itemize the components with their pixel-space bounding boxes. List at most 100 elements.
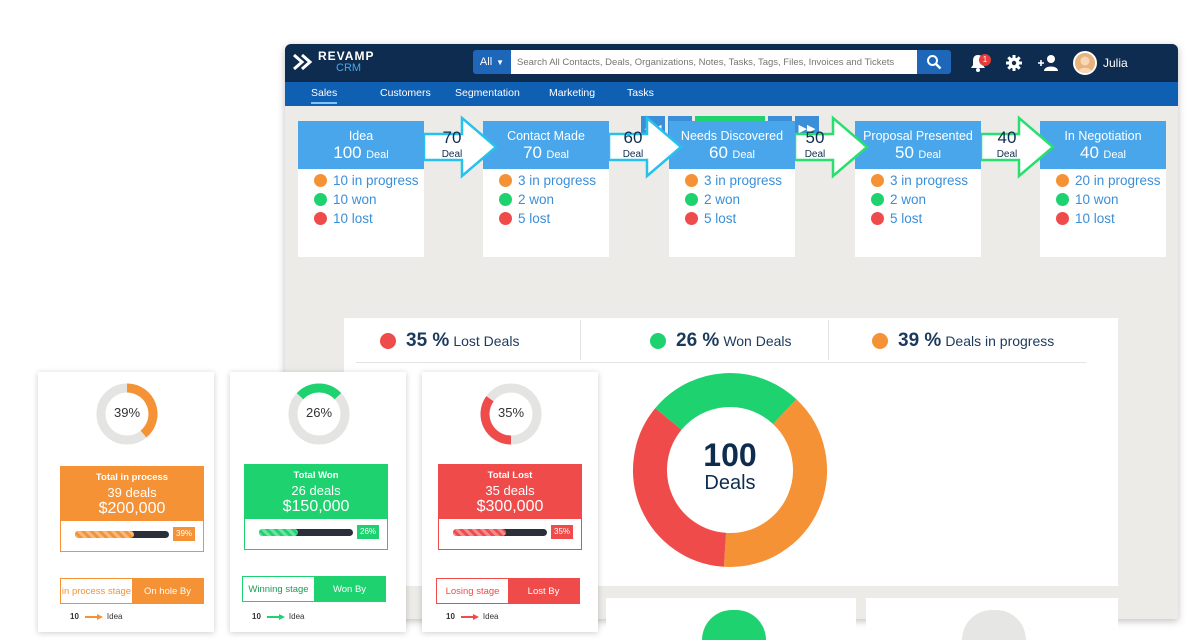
won-dot (650, 333, 666, 349)
nav-segmentation[interactable]: Segmentation (455, 87, 520, 99)
stage-unit: Deal (918, 149, 941, 161)
won-text: 2 won (890, 192, 927, 207)
arrow-right-icon (266, 613, 285, 620)
stage-tabs: Winning stage Won By (242, 576, 386, 602)
in-progress-text: 20 in progress (1075, 173, 1161, 188)
logo[interactable]: REVAMP CRM (291, 50, 374, 74)
divider (580, 320, 581, 360)
divider (356, 362, 1086, 363)
logo-icon (293, 53, 313, 71)
in-progress-dot (872, 333, 888, 349)
bottom-card (606, 598, 856, 640)
summary-pct: 26 % (676, 330, 720, 351)
stage-contact-made[interactable]: Contact Made 70 Deal 3 in progress 2 won… (483, 121, 609, 257)
stage-in-negotiation[interactable]: In Negotiation 40 Deal 20 in progress 10… (1040, 121, 1166, 257)
total-box: Total Won 26 deals $150,000 26% (244, 464, 388, 550)
tab-stage[interactable]: in process stage (61, 585, 132, 597)
mini-donut-pct: 26% (305, 405, 333, 420)
top-bar: REVAMP CRM All ▼ 1 (285, 44, 1178, 82)
deals-donut-chart: 100 Deals (632, 372, 828, 568)
search-category-select[interactable]: All ▼ (473, 50, 511, 74)
lost-dot (314, 212, 327, 225)
search-icon (927, 55, 942, 70)
in-progress-dot (499, 174, 512, 187)
stage-needs-discovered[interactable]: Needs Discovered 60 Deal 3 in progress 2… (669, 121, 795, 257)
search-input[interactable] (511, 50, 917, 74)
tab-by[interactable]: Lost By (508, 579, 579, 603)
arrow-right-icon (84, 613, 103, 620)
stage-name: Proposal Presented (863, 129, 973, 143)
lost-dot (380, 333, 396, 349)
mini-donut-value (480, 396, 512, 445)
transition-arrow: 50 Deal (793, 114, 869, 180)
won-card[interactable]: 26% Total Won 26 deals $150,000 26% Winn… (230, 372, 406, 632)
in-progress-text: 3 in progress (518, 173, 597, 188)
logo-name: REVAMP (318, 49, 375, 63)
progress-fill (75, 531, 134, 538)
nav-sales[interactable]: Sales (311, 87, 338, 104)
total-title: Total Lost (487, 470, 533, 481)
in-progress-dot (685, 174, 698, 187)
mini-donut-pct: 35% (497, 405, 525, 420)
tab-by[interactable]: Won By (314, 577, 385, 601)
lost-card[interactable]: 35% Total Lost 35 deals $300,000 35% Los… (422, 372, 598, 632)
transition-arrow: 40 Deal (979, 114, 1055, 180)
arrow-right-icon (460, 613, 479, 620)
summary-lost: 35 % Lost Deals (380, 330, 519, 352)
in-process-card[interactable]: 39% Total in process 39 deals $200,000 3… (38, 372, 214, 632)
progress-fill (259, 529, 299, 536)
tab-stage[interactable]: Winning stage (248, 583, 309, 595)
gear-icon[interactable] (1005, 54, 1023, 72)
notifications-button[interactable]: 1 (969, 53, 991, 73)
stage-name: Idea (348, 129, 374, 143)
stage-unit: Deal (1103, 149, 1126, 161)
lost-dot (685, 212, 698, 225)
bottom-card-arc (702, 610, 766, 640)
total-money: $300,000 (476, 498, 544, 515)
tab-by[interactable]: On hole By (132, 579, 203, 603)
mini-donut-value (126, 383, 158, 438)
stage-count: 40 (1080, 143, 1099, 162)
lost-text: 10 lost (1075, 211, 1115, 226)
tab-stage[interactable]: Losing stage (445, 585, 500, 597)
donut-slice-in-progress (723, 399, 827, 567)
won-dot (685, 193, 698, 206)
search-button[interactable] (917, 50, 951, 74)
avatar-image (1075, 53, 1095, 73)
lost-text: 10 lost (333, 211, 373, 226)
transition-count: 50 (805, 128, 825, 147)
total-deals: 35 deals (485, 483, 535, 498)
donut-svg (633, 373, 827, 567)
search-bar: All ▼ (473, 50, 951, 74)
nav-marketing[interactable]: Marketing (549, 87, 596, 99)
won-text: 10 won (333, 192, 377, 207)
stage-proposal-presented[interactable]: Proposal Presented 50 Deal 3 in progress… (855, 121, 981, 257)
stage-tabs: in process stage On hole By (60, 578, 204, 604)
progress-badge: 26% (357, 525, 380, 539)
summary-pct: 39 % (898, 330, 942, 351)
logo-sub: CRM (336, 62, 362, 74)
stage-count: 70 (523, 143, 542, 162)
donut-slice-won (655, 373, 797, 431)
mini-donut (96, 383, 158, 445)
lost-text: 5 lost (518, 211, 551, 226)
stage-idea[interactable]: Idea 100 Deal 10 in progress 10 won 10 l… (298, 121, 424, 257)
nav-customers[interactable]: Customers (380, 87, 431, 99)
in-progress-text: 3 in progress (704, 173, 783, 188)
transition-unit: Deal (441, 149, 463, 160)
user-name[interactable]: Julia (1103, 56, 1128, 70)
add-user-icon[interactable] (1037, 54, 1059, 72)
in-progress-dot (314, 174, 327, 187)
total-title: Total Won (293, 470, 339, 481)
list-item-count: 10 (252, 612, 261, 621)
avatar[interactable] (1073, 51, 1097, 75)
notification-badge: 1 (979, 54, 991, 66)
progress-badge: 39% (173, 527, 196, 541)
list-item-count: 10 (446, 612, 455, 621)
summary-label: Lost Deals (453, 333, 520, 349)
arrow-right-icon (793, 115, 869, 179)
total-money: $150,000 (282, 498, 350, 515)
arrow-right-icon (607, 115, 683, 179)
progress-bar (453, 529, 547, 536)
nav-tasks[interactable]: Tasks (627, 87, 654, 99)
